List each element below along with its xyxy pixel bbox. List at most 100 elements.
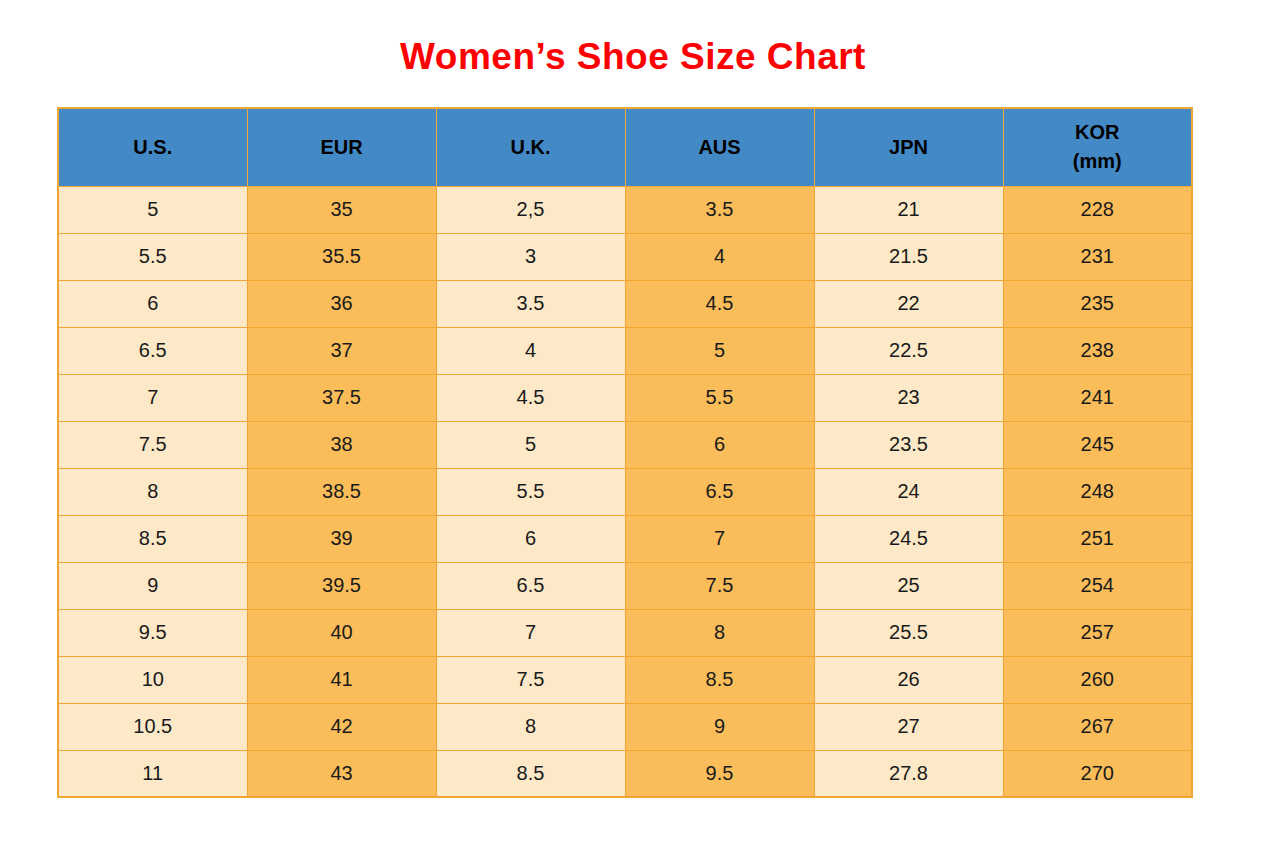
- table-cell: 6.5: [58, 327, 247, 374]
- table-cell: 8: [436, 703, 625, 750]
- table-cell: 23: [814, 374, 1003, 421]
- column-header-kor-unit: (mm): [1004, 150, 1192, 173]
- table-cell: 9: [58, 562, 247, 609]
- table-cell: 3.5: [436, 280, 625, 327]
- table-cell: 38.5: [247, 468, 436, 515]
- table-cell: 6: [436, 515, 625, 562]
- table-cell: 42: [247, 703, 436, 750]
- table-cell: 260: [1003, 656, 1192, 703]
- table-cell: 36: [247, 280, 436, 327]
- table-cell: 41: [247, 656, 436, 703]
- table-cell: 11: [58, 750, 247, 797]
- table-cell: 9: [625, 703, 814, 750]
- table-cell: 22.5: [814, 327, 1003, 374]
- page: Women’s Shoe Size Chart U.S. EUR U.K. AU…: [0, 0, 1266, 841]
- table-cell: 7.5: [625, 562, 814, 609]
- table-cell: 27: [814, 703, 1003, 750]
- table-cell: 8: [58, 468, 247, 515]
- table-cell: 7: [625, 515, 814, 562]
- table-cell: 4.5: [436, 374, 625, 421]
- table-row: 8.5396724.5251: [58, 515, 1192, 562]
- table-row: 7.5385623.5245: [58, 421, 1192, 468]
- table-cell: 8: [625, 609, 814, 656]
- table-cell: 7.5: [58, 421, 247, 468]
- table-cell: 5: [625, 327, 814, 374]
- table-cell: 248: [1003, 468, 1192, 515]
- table-cell: 5: [436, 421, 625, 468]
- table-cell: 43: [247, 750, 436, 797]
- table-row: 737.54.55.523241: [58, 374, 1192, 421]
- header-row: U.S. EUR U.K. AUS JPN KOR (mm): [58, 108, 1192, 186]
- table-cell: 40: [247, 609, 436, 656]
- table-cell: 251: [1003, 515, 1192, 562]
- table-cell: 39.5: [247, 562, 436, 609]
- table-row: 6.5374522.5238: [58, 327, 1192, 374]
- table-cell: 37: [247, 327, 436, 374]
- table-cell: 22: [814, 280, 1003, 327]
- table-cell: 7.5: [436, 656, 625, 703]
- table-cell: 25.5: [814, 609, 1003, 656]
- table-cell: 38: [247, 421, 436, 468]
- table-cell: 235: [1003, 280, 1192, 327]
- table-cell: 238: [1003, 327, 1192, 374]
- table-cell: 10.5: [58, 703, 247, 750]
- table-body: 5352,53.5212285.535.53421.52316363.54.52…: [58, 186, 1192, 797]
- table-cell: 21: [814, 186, 1003, 233]
- table-row: 10.5428927267: [58, 703, 1192, 750]
- table-cell: 6.5: [625, 468, 814, 515]
- table-cell: 21.5: [814, 233, 1003, 280]
- column-header-kor-label: KOR: [1075, 121, 1119, 143]
- shoe-size-table: U.S. EUR U.K. AUS JPN KOR (mm) 5352,53.5…: [57, 107, 1193, 798]
- table-cell: 231: [1003, 233, 1192, 280]
- table-row: 838.55.56.524248: [58, 468, 1192, 515]
- table-cell: 4.5: [625, 280, 814, 327]
- table-cell: 5.5: [58, 233, 247, 280]
- column-header-kor: KOR (mm): [1003, 108, 1192, 186]
- table-cell: 228: [1003, 186, 1192, 233]
- table-cell: 26: [814, 656, 1003, 703]
- table-cell: 5.5: [625, 374, 814, 421]
- table-cell: 35.5: [247, 233, 436, 280]
- table-row: 5352,53.521228: [58, 186, 1192, 233]
- table-row: 5.535.53421.5231: [58, 233, 1192, 280]
- table-cell: 245: [1003, 421, 1192, 468]
- table-cell: 24.5: [814, 515, 1003, 562]
- table-cell: 254: [1003, 562, 1192, 609]
- table-cell: 27.8: [814, 750, 1003, 797]
- column-header-jpn: JPN: [814, 108, 1003, 186]
- table-cell: 4: [436, 327, 625, 374]
- table-cell: 267: [1003, 703, 1192, 750]
- table-cell: 9.5: [58, 609, 247, 656]
- table-cell: 9.5: [625, 750, 814, 797]
- table-cell: 7: [436, 609, 625, 656]
- table-cell: 37.5: [247, 374, 436, 421]
- column-header-uk: U.K.: [436, 108, 625, 186]
- table-cell: 241: [1003, 374, 1192, 421]
- table-cell: 2,5: [436, 186, 625, 233]
- table-cell: 39: [247, 515, 436, 562]
- table-cell: 25: [814, 562, 1003, 609]
- column-header-aus: AUS: [625, 108, 814, 186]
- table-cell: 8.5: [58, 515, 247, 562]
- table-cell: 23.5: [814, 421, 1003, 468]
- page-title: Women’s Shoe Size Chart: [0, 36, 1266, 78]
- table-cell: 24: [814, 468, 1003, 515]
- table-cell: 10: [58, 656, 247, 703]
- table-cell: 8.5: [625, 656, 814, 703]
- table-row: 11438.59.527.8270: [58, 750, 1192, 797]
- table-cell: 8.5: [436, 750, 625, 797]
- table-cell: 3.5: [625, 186, 814, 233]
- table-cell: 6: [625, 421, 814, 468]
- column-header-eur: EUR: [247, 108, 436, 186]
- table-cell: 6: [58, 280, 247, 327]
- column-header-us: U.S.: [58, 108, 247, 186]
- table-cell: 257: [1003, 609, 1192, 656]
- table-row: 9.5407825.5257: [58, 609, 1192, 656]
- table-cell: 270: [1003, 750, 1192, 797]
- table-row: 939.56.57.525254: [58, 562, 1192, 609]
- table-cell: 5: [58, 186, 247, 233]
- table-row: 6363.54.522235: [58, 280, 1192, 327]
- table-row: 10417.58.526260: [58, 656, 1192, 703]
- table-cell: 6.5: [436, 562, 625, 609]
- table-cell: 4: [625, 233, 814, 280]
